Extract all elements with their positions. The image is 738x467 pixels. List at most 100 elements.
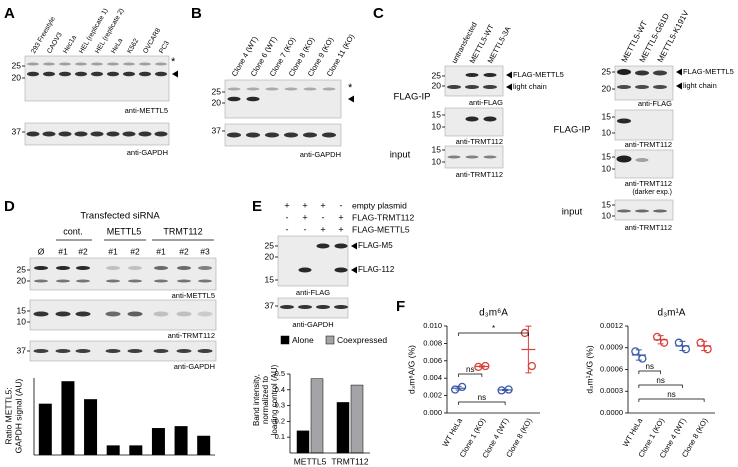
- band: [138, 131, 152, 137]
- band: [198, 279, 212, 283]
- sign: +: [338, 224, 343, 234]
- bar: [296, 430, 310, 454]
- band: [465, 85, 479, 89]
- band: [128, 266, 142, 270]
- lane-label: Hec1a: [62, 34, 78, 55]
- band: [334, 305, 348, 309]
- bar: [38, 403, 52, 455]
- band: [227, 132, 241, 138]
- mw-label: 37: [265, 300, 275, 310]
- band: [33, 311, 49, 317]
- band: [483, 116, 497, 122]
- blot: [224, 123, 342, 147]
- band: [447, 155, 461, 159]
- y-axis-label: Ratio METTL5:: [3, 387, 13, 444]
- label: FLAG-TRMT112: [352, 212, 414, 222]
- point: [457, 382, 467, 392]
- mw-label: 15: [432, 109, 442, 119]
- arrowhead: [506, 71, 512, 79]
- mw-label: 15: [265, 274, 275, 284]
- band: [26, 131, 40, 137]
- y-tick-label: 0.2: [275, 416, 285, 425]
- bar: [129, 445, 143, 455]
- legend-swatch: [280, 335, 290, 345]
- band: [316, 305, 330, 309]
- band: [227, 87, 241, 91]
- mw-label: 15: [602, 151, 612, 161]
- point: [652, 332, 662, 342]
- y-tick-label: 0.008: [423, 338, 442, 347]
- band: [105, 311, 121, 317]
- band: [176, 349, 192, 353]
- band: [106, 131, 120, 137]
- band: [280, 305, 294, 309]
- band: [246, 132, 260, 138]
- band: [465, 73, 479, 77]
- point: [450, 385, 460, 394]
- mw-label: 25: [17, 264, 27, 274]
- arrowhead: [676, 82, 682, 90]
- arrowhead: [506, 83, 512, 91]
- band: [616, 155, 632, 163]
- point: [481, 361, 490, 371]
- y-tick-label: 0.5: [275, 369, 285, 378]
- blot: [444, 107, 504, 137]
- band: [27, 71, 39, 77]
- arrowhead: [676, 68, 682, 76]
- mw-label: 25: [432, 70, 442, 80]
- band: [107, 62, 119, 66]
- band: [635, 85, 649, 89]
- lane-label: #1: [156, 246, 166, 256]
- band: [617, 85, 631, 89]
- bar: [106, 445, 120, 455]
- band: [127, 349, 143, 353]
- mw-label: 15: [602, 111, 612, 121]
- band: [617, 69, 631, 75]
- band: [447, 85, 461, 89]
- band: [322, 87, 336, 91]
- band: [316, 243, 330, 249]
- sign: -: [286, 224, 289, 234]
- band: [284, 87, 298, 91]
- label: anti-METTL5: [125, 106, 168, 115]
- panel-label: D: [4, 198, 15, 215]
- mw-label: 20: [12, 72, 22, 82]
- label: light chain: [513, 82, 547, 91]
- band: [617, 118, 631, 124]
- band: [33, 349, 49, 353]
- band: [322, 132, 336, 138]
- point: [659, 338, 669, 347]
- band: [653, 85, 667, 89]
- panel-label: C: [373, 5, 384, 22]
- lane-label: Ø: [38, 246, 45, 256]
- point: [703, 345, 712, 354]
- band: [177, 266, 191, 270]
- blot: [277, 235, 349, 287]
- band: [43, 71, 55, 77]
- label: FLAG-IP: [554, 125, 591, 136]
- blot: [444, 65, 504, 97]
- band: [106, 279, 120, 283]
- blot: [614, 109, 674, 141]
- sign: -: [322, 212, 325, 222]
- point: [631, 347, 640, 356]
- band: [153, 311, 169, 317]
- label: FLAG-M5: [358, 241, 393, 250]
- label: *: [348, 82, 353, 94]
- sign: +: [284, 200, 289, 210]
- band: [465, 116, 479, 122]
- lane-label: #1: [58, 246, 68, 256]
- mw-label: 20: [265, 251, 275, 261]
- chart-title: d₃m¹A: [658, 308, 686, 319]
- band: [176, 311, 192, 317]
- chart-title: d₃m⁶A: [479, 308, 508, 319]
- band: [154, 266, 168, 270]
- band: [298, 305, 312, 309]
- band: [75, 62, 87, 66]
- sign: +: [320, 224, 325, 234]
- band: [227, 96, 241, 102]
- label: FLAG-METTL5: [513, 70, 564, 79]
- label: anti-TRMT112: [625, 223, 672, 232]
- band: [653, 209, 667, 213]
